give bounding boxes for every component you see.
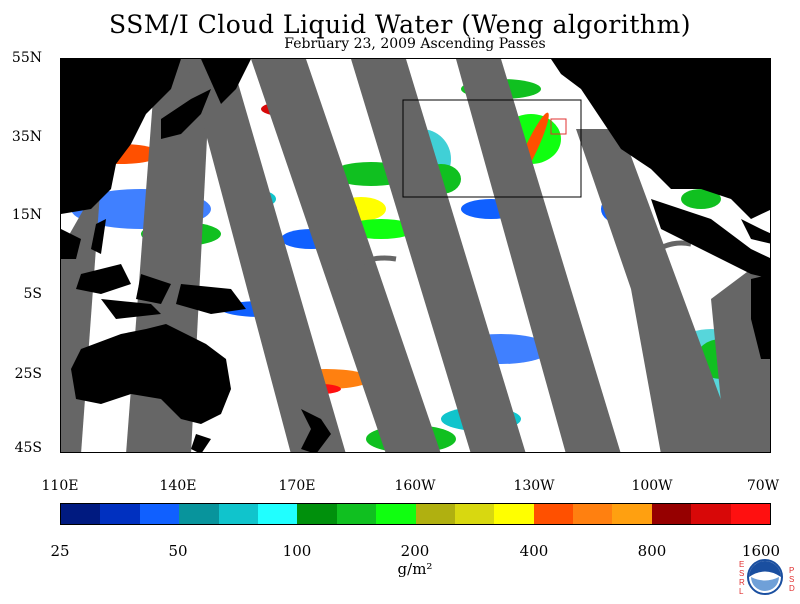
logo-esrl-text: E S R L [739, 560, 745, 596]
colorbar-label-400: 400 [519, 542, 549, 560]
colorbar-swatch-6 [297, 504, 337, 524]
lat-label-35n: 35N [11, 129, 42, 145]
colorbar-swatch-17 [730, 504, 771, 524]
cloud-water-map [60, 58, 771, 453]
colorbar-label-25: 25 [50, 542, 70, 560]
colorbar-swatch-2 [139, 504, 180, 524]
lon-label-140e: 140E [159, 478, 197, 494]
lat-label-5s: 5S [23, 286, 43, 302]
colorbar-label-800: 800 [637, 542, 667, 560]
colorbar-swatch-3 [179, 504, 219, 524]
lat-label-45s: 45S [14, 440, 42, 456]
colorbar-label-100: 100 [282, 542, 312, 560]
noaa-emblem-icon [747, 559, 783, 595]
colorbar-label-200: 200 [400, 542, 430, 560]
lon-label-130w: 130W [513, 478, 555, 494]
lon-label-160w: 160W [394, 478, 436, 494]
colorbar-swatch-12 [533, 504, 574, 524]
region-boxes [402, 99, 582, 198]
logo-psd-text: P S D [789, 566, 795, 593]
colorbar-label-50: 50 [168, 542, 188, 560]
colorbar-swatch-9 [415, 504, 455, 524]
colorbar-swatch-4 [218, 504, 258, 524]
colorbar-units: g/m² [397, 560, 433, 578]
colorbar-swatch-14 [612, 504, 652, 524]
lon-label-170e: 170E [278, 478, 316, 494]
colorbar-swatch-8 [376, 504, 416, 524]
colorbar-swatch-7 [336, 504, 377, 524]
colorbar-label-1600: 1600 [741, 542, 781, 560]
colorbar-swatch-0 [61, 504, 101, 524]
colorbar-swatch-11 [494, 504, 534, 524]
colorbar-swatch-10 [454, 504, 495, 524]
colorbar-swatch-16 [691, 504, 731, 524]
land-masses [61, 59, 770, 452]
lon-label-70w: 70W [746, 478, 780, 494]
colorbar-swatch-5 [257, 504, 298, 524]
lon-label-100w: 100W [631, 478, 673, 494]
map-canvas [61, 59, 770, 452]
map-subtitle: February 23, 2009 Ascending Passes [284, 36, 546, 52]
map-title: SSM/I Cloud Liquid Water (Weng algorithm… [109, 10, 691, 39]
colorbar-swatch-15 [651, 504, 692, 524]
colorbar-swatch-13 [573, 504, 613, 524]
lat-label-55n: 55N [11, 50, 42, 66]
lat-label-25s: 25S [14, 366, 42, 382]
no-data-swaths [61, 59, 770, 452]
noaa-esrl-psd-logo: E S R L P S D [733, 554, 797, 600]
lat-label-15n: 15N [11, 207, 42, 223]
colorbar-swatch-1 [100, 504, 140, 524]
colorbar [60, 503, 771, 525]
lon-label-110e: 110E [41, 478, 79, 494]
